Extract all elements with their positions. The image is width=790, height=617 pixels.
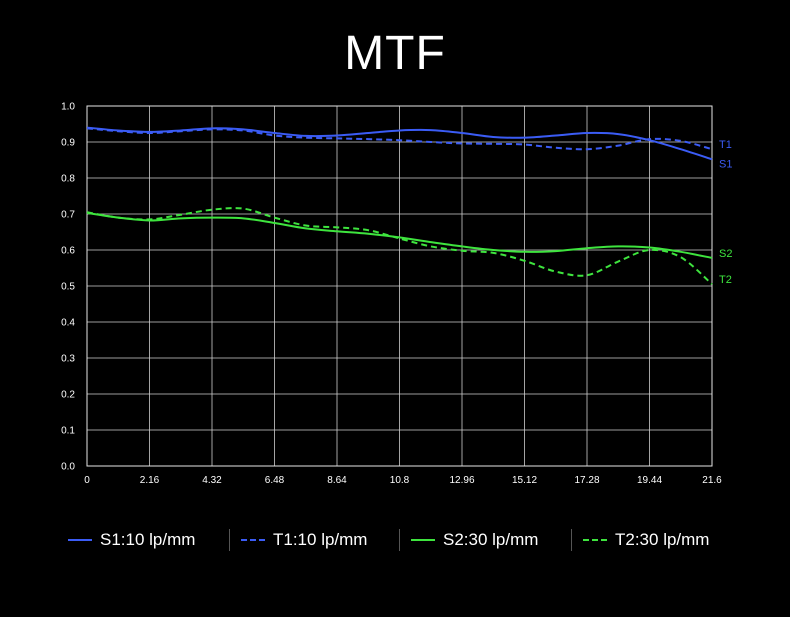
legend-item-t2: T2:30 lp/mm — [583, 525, 709, 555]
y-tick-label: 0.7 — [61, 210, 75, 221]
legend-label: T1:10 lp/mm — [273, 530, 368, 549]
legend-swatch — [411, 539, 435, 541]
legend-separator — [571, 529, 572, 551]
series-line-s2 — [86, 211, 713, 259]
y-tick-label: 0.0 — [61, 462, 75, 473]
legend-separator — [399, 529, 400, 551]
y-tick-label: 0.2 — [61, 390, 75, 401]
end-label-s2: S2 — [719, 248, 732, 260]
legend-swatch — [583, 539, 607, 541]
axes — [86, 105, 713, 467]
series-line-t2 — [86, 207, 713, 285]
x-tick-label: 21.6 — [702, 475, 722, 486]
x-tick-label: 17.28 — [574, 475, 599, 486]
legend-item-s1: S1:10 lp/mm — [68, 525, 195, 555]
legend-swatch — [68, 539, 92, 541]
legend-separator — [229, 529, 230, 551]
x-tick-label: 10.8 — [390, 475, 410, 486]
series-lines — [86, 126, 713, 285]
series-end-labels: S1 T1 S2 T2 — [719, 139, 732, 286]
x-tick-label: 15.12 — [512, 475, 537, 486]
legend-label: T2:30 lp/mm — [615, 530, 710, 549]
chart-title: MTF — [344, 27, 446, 80]
series-line-t1 — [86, 127, 713, 151]
x-tick-label: 0 — [84, 475, 90, 486]
legend-item-t1: T1:10 lp/mm — [241, 525, 367, 555]
end-label-t1: T1 — [719, 139, 732, 151]
y-tick-label: 0.5 — [61, 282, 75, 293]
legend-label: S2:30 lp/mm — [443, 530, 539, 549]
end-label-s1: S1 — [719, 158, 732, 170]
y-tick-label: 0.1 — [61, 426, 75, 437]
plot-border — [86, 105, 713, 467]
x-tick-label: 4.32 — [202, 475, 222, 486]
x-tick-label: 8.64 — [327, 475, 347, 486]
grid-lines — [86, 105, 713, 467]
x-tick-label: 12.96 — [449, 475, 474, 486]
y-tick-label: 0.9 — [61, 138, 75, 149]
end-label-t2: T2 — [719, 274, 732, 286]
y-tick-label: 0.6 — [61, 246, 75, 257]
y-tick-label: 1.0 — [61, 102, 75, 113]
y-tick-label: 0.4 — [61, 318, 75, 329]
x-tick-label: 6.48 — [265, 475, 285, 486]
legend: S1:10 lp/mm T1:10 lp/mm S2:30 lp/mm T2:30 l… — [0, 525, 790, 555]
y-tick-label: 0.8 — [61, 174, 75, 185]
y-tick-label: 0.3 — [61, 354, 75, 365]
legend-label: S1:10 lp/mm — [100, 530, 196, 549]
x-tick-label: 2.16 — [140, 475, 160, 486]
tick-labels: 0 2.16 4.32 6.48 8.64 10.8 12.96 15.12 17.28 19.4… — [61, 102, 722, 487]
legend-swatch — [241, 539, 265, 541]
x-tick-label: 19.44 — [637, 475, 662, 486]
legend-item-s2: S2:30 lp/mm — [411, 525, 538, 555]
